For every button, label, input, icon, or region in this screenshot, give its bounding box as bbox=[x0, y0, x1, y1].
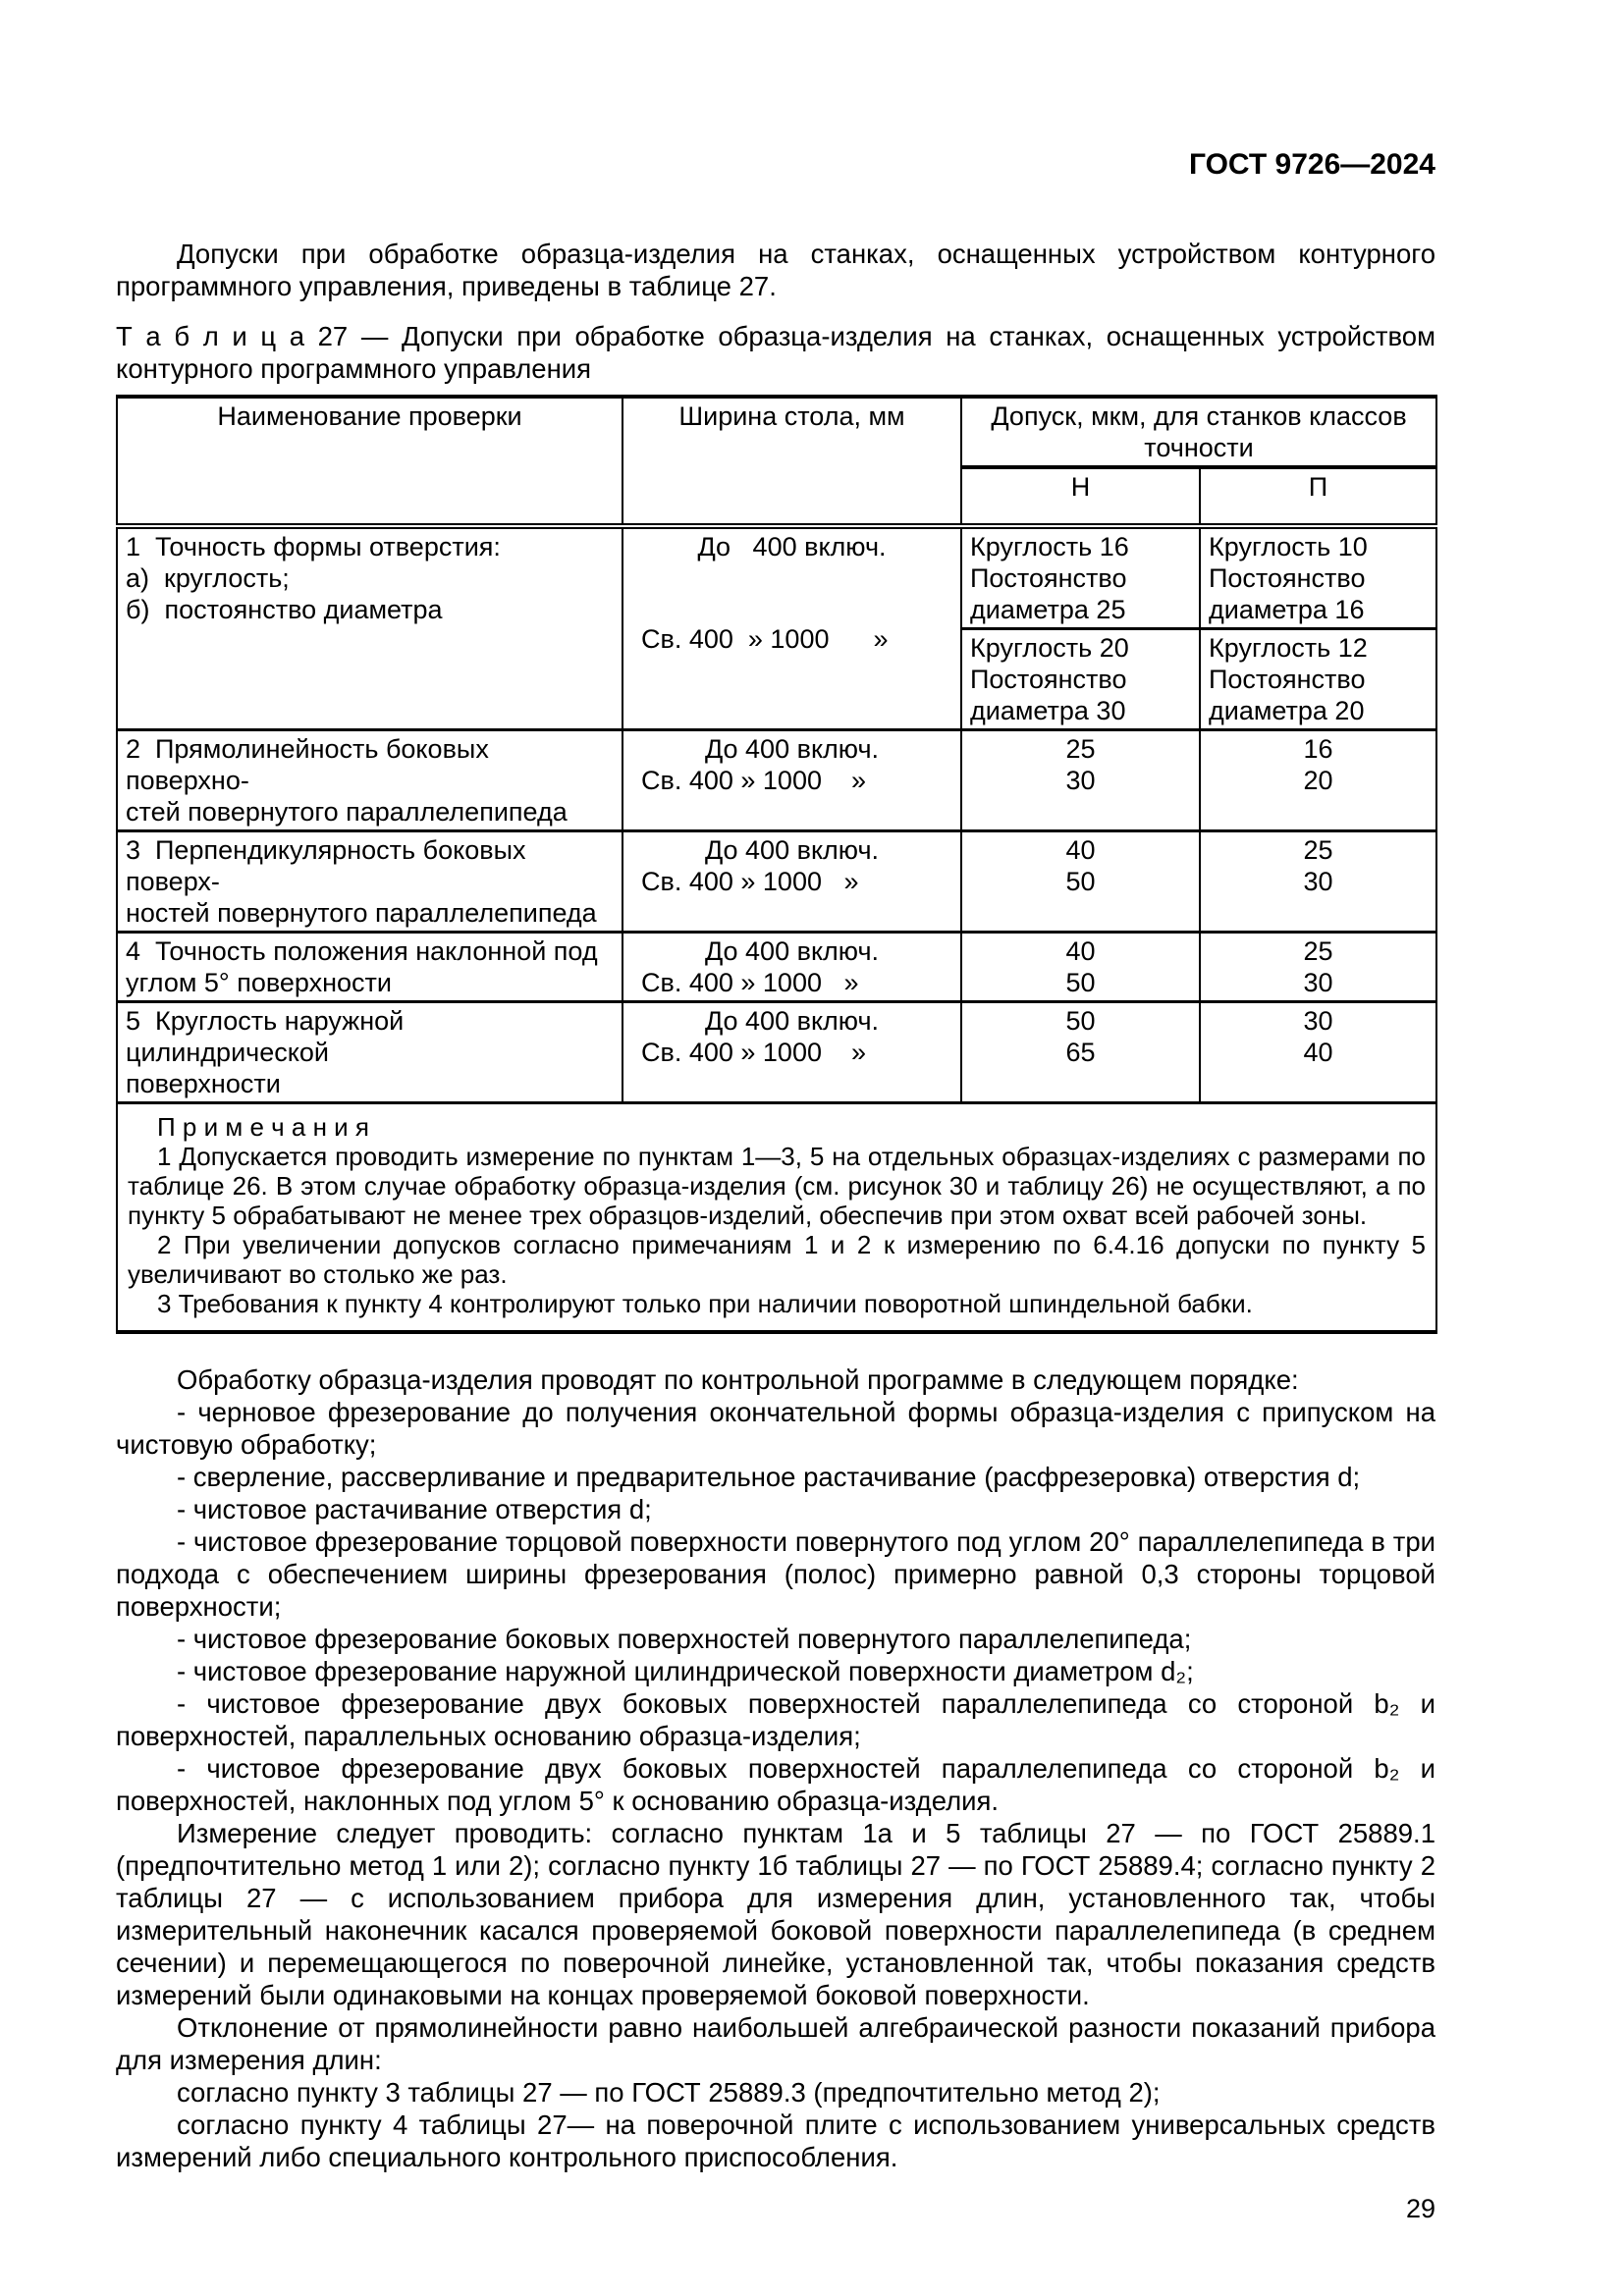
row5-tolerance-p: 30 40 bbox=[1198, 1000, 1438, 1103]
row3-table-width: До 400 включ. Св. 400 » 1000 » bbox=[622, 829, 962, 933]
row1-width-range-2: Св. 400 » 1000 » bbox=[641, 624, 889, 654]
row2-tolerance-p: 16 20 bbox=[1198, 728, 1438, 831]
table-header-row-1: Наименование проверки Ширина стола, мм Д… bbox=[116, 397, 1438, 529]
note-2: 2 При увеличении допусков согласно приме… bbox=[128, 1230, 1427, 1289]
row1-tolerance-p-range2: Круглость 12 Постоянство диаметра 20 bbox=[1198, 627, 1438, 730]
table-row-4: 4 Точность положения наклонной под углом… bbox=[116, 931, 1438, 1002]
table-notes-cell: П р и м е ч а н и я 1 Допускается провод… bbox=[115, 1101, 1438, 1332]
column-header-table-width: Ширина стола, мм bbox=[622, 397, 962, 529]
row4-width-range-1: До 400 включ. bbox=[704, 936, 880, 966]
page-number: 29 bbox=[1405, 2194, 1435, 2223]
table-caption-text: — Допуски при обработке образца-изделия … bbox=[116, 321, 1435, 384]
body-paragraph: - чистовое фрезерование двух боковых пов… bbox=[116, 1753, 1435, 1816]
row5-check-name: 5 Круглость наружной цилиндрической пове… bbox=[116, 1000, 623, 1103]
table-row-3: 3 Перпендикулярность боковых поверх- нос… bbox=[116, 829, 1438, 933]
table-row-2: 2 Прямолинейность боковых поверхно- стей… bbox=[116, 728, 1438, 831]
body-text-section: Обработку образца-изделия проводят по ко… bbox=[116, 1363, 1435, 2173]
body-paragraph: - чистовое фрезерование двух боковых пов… bbox=[116, 1688, 1435, 1751]
row5-width-range-1: До 400 включ. bbox=[704, 1006, 880, 1036]
note-1: 1 Допускается проводить измерение по пун… bbox=[128, 1142, 1427, 1230]
body-paragraph: Обработку образца-изделия проводят по ко… bbox=[177, 1364, 1299, 1395]
row2-check-name: 2 Прямолинейность боковых поверхно- стей… bbox=[116, 728, 623, 831]
row3-check-name: 3 Перпендикулярность боковых поверх- нос… bbox=[116, 829, 623, 933]
row4-tolerance-n: 40 50 bbox=[960, 931, 1201, 1002]
row3-width-range-1: До 400 включ. bbox=[704, 835, 880, 865]
row4-table-width: До 400 включ. Св. 400 » 1000 » bbox=[622, 931, 962, 1002]
notes-title: П р и м е ч а н и я bbox=[157, 1112, 369, 1142]
note-3: 3 Требования к пункту 4 контролируют тол… bbox=[157, 1289, 1253, 1318]
row3-width-range-2: Св. 400 » 1000 » bbox=[641, 867, 859, 896]
intro-paragraph: Допуски при обработке образца-изделия на… bbox=[116, 239, 1435, 301]
row2-width-range-2: Св. 400 » 1000 » bbox=[641, 766, 866, 795]
row4-tolerance-p: 25 30 bbox=[1198, 931, 1438, 1002]
body-paragraph: согласно пункту 4 таблицы 27— на повероч… bbox=[116, 2109, 1435, 2172]
row5-tolerance-n: 50 65 bbox=[960, 1000, 1201, 1103]
table-row-5: 5 Круглость наружной цилиндрической пове… bbox=[116, 1000, 1438, 1103]
column-header-class-p: П bbox=[1198, 467, 1438, 529]
row4-check-name: 4 Точность положения наклонной под углом… bbox=[116, 931, 623, 1002]
body-paragraph: - черновое фрезерование до получения око… bbox=[116, 1397, 1435, 1460]
row4-width-range-2: Св. 400 » 1000 » bbox=[641, 968, 859, 997]
row5-width-range-2: Св. 400 » 1000 » bbox=[641, 1038, 866, 1067]
body-paragraph: Измерение следует проводить: согласно пу… bbox=[116, 1818, 1435, 2010]
row3-tolerance-n: 40 50 bbox=[960, 829, 1201, 933]
body-paragraph: - сверление, рассверливание и предварите… bbox=[177, 1462, 1361, 1492]
tolerances-table: Наименование проверки Ширина стола, мм Д… bbox=[115, 395, 1438, 1334]
row1-tolerance-p-range1: Круглость 10 Постоянство диаметра 16 bbox=[1198, 526, 1438, 629]
row2-table-width: До 400 включ. Св. 400 » 1000 » bbox=[622, 728, 962, 831]
table-notes-row: П р и м е ч а н и я 1 Допускается провод… bbox=[115, 1101, 1438, 1332]
row5-table-width: До 400 включ. Св. 400 » 1000 » bbox=[622, 1000, 962, 1103]
column-header-check-name: Наименование проверки bbox=[116, 397, 623, 529]
body-paragraph: - чистовое фрезерование торцовой поверхн… bbox=[116, 1526, 1435, 1622]
body-paragraph: Отклонение от прямолинейности равно наиб… bbox=[116, 2012, 1435, 2075]
body-paragraph: - чистовое фрезерование наружной цилиндр… bbox=[177, 1656, 1194, 1686]
column-header-class-n: Н bbox=[960, 467, 1201, 529]
row1-tolerance-n-range1: Круглость 16 Постоянство диаметра 25 bbox=[960, 526, 1201, 629]
table-row-1a: 1 Точность формы отверстия: а) круглость… bbox=[116, 526, 1438, 730]
row2-width-range-1: До 400 включ. bbox=[704, 734, 880, 764]
row1-width-range-1: До 400 включ. bbox=[697, 532, 887, 561]
body-paragraph: - чистовое фрезерование боковых поверхно… bbox=[177, 1624, 1192, 1654]
table-row-1b: Круглость 20 Постоянство диаметра 30 Кру… bbox=[117, 627, 1438, 730]
row2-tolerance-n: 25 30 bbox=[960, 728, 1201, 831]
column-header-tolerance: Допуск, мкм, для станков классов точност… bbox=[959, 397, 1438, 469]
row1-table-width: До 400 включ. Св. 400 » 1000 » bbox=[622, 526, 962, 730]
table-caption-label: Т а б л и ц а 27 bbox=[116, 321, 349, 351]
body-paragraph: - чистовое растачивание отверстия d; bbox=[177, 1494, 652, 1524]
row1-tolerance-n-range2: Круглость 20 Постоянство диаметра 30 bbox=[960, 627, 1201, 730]
body-paragraph: согласно пункту 3 таблицы 27 — по ГОСТ 2… bbox=[177, 2077, 1161, 2108]
row3-tolerance-p: 25 30 bbox=[1198, 829, 1438, 933]
document-code: ГОСТ 9726—2024 bbox=[1188, 148, 1435, 181]
table-caption: Т а б л и ц а 27 — Допуски при обработке… bbox=[116, 320, 1435, 385]
table-header-row-2: Н П bbox=[117, 467, 1438, 529]
row1-check-name: 1 Точность формы отверстия: а) круглость… bbox=[116, 526, 623, 730]
